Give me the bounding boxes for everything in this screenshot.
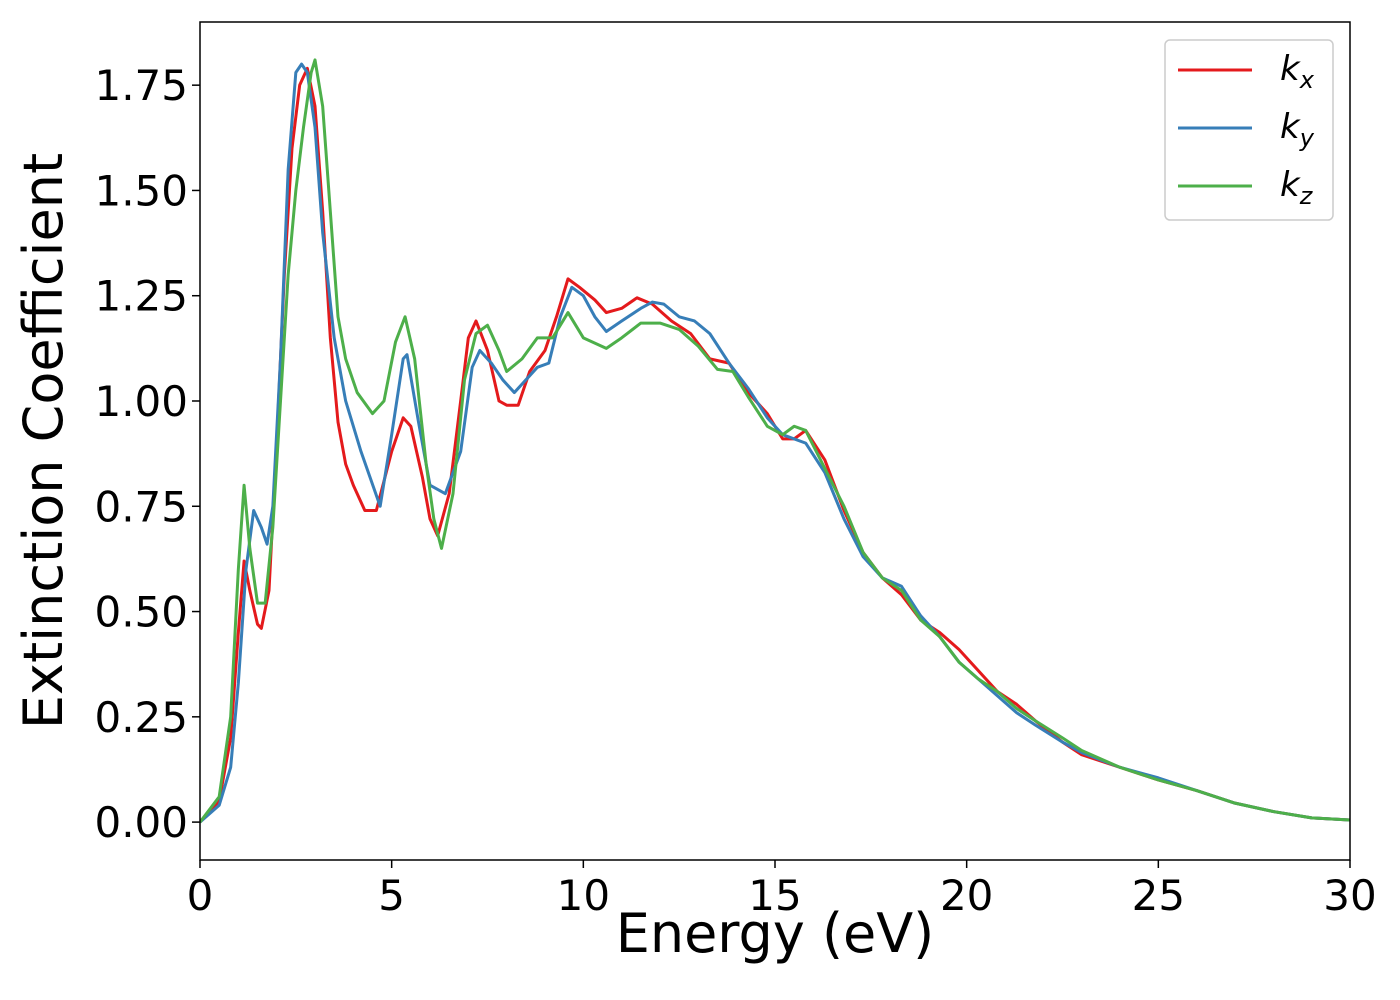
y-tick-label: 1.75 xyxy=(94,61,188,110)
y-tick-label: 1.50 xyxy=(94,166,188,215)
plot-frame xyxy=(199,21,1351,861)
y-tick-label: 0.50 xyxy=(94,588,188,637)
x-tick-label: 10 xyxy=(557,871,610,920)
legend-label: kx xyxy=(1280,49,1315,94)
x-tick-label: 0 xyxy=(187,871,214,920)
y-tick-label: 0.75 xyxy=(94,482,188,531)
y-axis-label: Extinction Coefficient xyxy=(12,153,75,729)
legend-label: kz xyxy=(1280,165,1314,210)
x-tick-label: 5 xyxy=(378,871,405,920)
x-tick-label: 20 xyxy=(940,871,993,920)
legend-label: ky xyxy=(1280,107,1315,152)
y-tick-label: 1.25 xyxy=(94,272,188,321)
data-line xyxy=(200,66,1350,824)
x-tick-label: 15 xyxy=(748,871,801,920)
y-tick-label: 0.25 xyxy=(94,693,188,742)
legend-box xyxy=(1164,39,1334,221)
x-tick-label: 25 xyxy=(1132,871,1185,920)
y-tick-label: 1.00 xyxy=(94,377,188,426)
legend: kx ky kz xyxy=(1164,39,1334,221)
data-line xyxy=(200,58,1350,824)
x-tick-label: 30 xyxy=(1323,871,1376,920)
y-tick-label: 0.00 xyxy=(94,798,188,847)
x-axis-label: Energy (eV) xyxy=(616,902,935,965)
